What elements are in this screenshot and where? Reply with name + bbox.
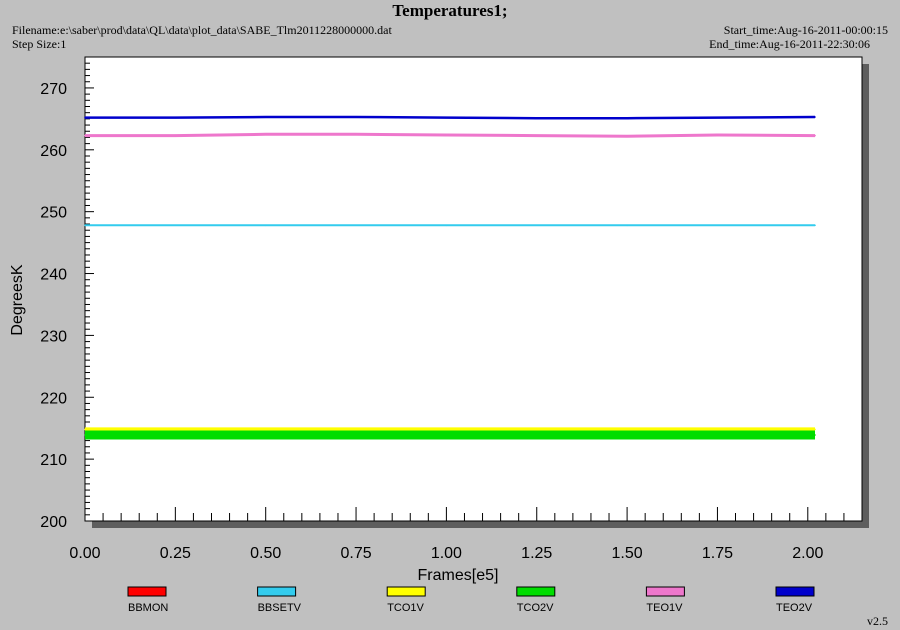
series-tco2v-point	[84, 434, 86, 436]
series-teo1v-point	[814, 134, 816, 137]
end-time-label: End_time:Aug-16-2011-22:30:06	[709, 37, 870, 51]
series-tco2v-point	[264, 434, 267, 436]
series-bbsetv-point	[814, 224, 816, 227]
y-axis-title: DegreesK	[9, 264, 26, 335]
x-tick-label: 1.25	[521, 545, 552, 562]
filename-label: Filename:e:\saber\prod\data\QL\data\plot…	[12, 23, 392, 37]
step-size-label: Step Size:1	[12, 37, 67, 51]
legend-label-tco1v: TCO1V	[387, 602, 424, 614]
series-teo2v-point	[84, 116, 86, 119]
series-tco2v-point	[626, 434, 628, 436]
series-teo2v-point	[535, 117, 538, 120]
x-tick-label: 0.00	[69, 545, 100, 562]
series-bbsetv-point	[264, 224, 267, 227]
series-teo2v-point	[445, 116, 448, 119]
legend-swatch-tco1v	[386, 586, 426, 597]
series-bbsetv-point	[84, 224, 86, 227]
series-teo1v-point	[174, 134, 177, 137]
x-tick-label: 0.25	[160, 545, 191, 562]
series-teo2v-line	[85, 115, 816, 120]
y-tick-label: 200	[40, 514, 67, 531]
series-tco1v-point	[445, 428, 448, 431]
chart-title: Temperatures1;	[392, 1, 508, 20]
legend-swatch-teo1v	[645, 586, 685, 597]
y-tick-label: 240	[40, 267, 67, 284]
y-tick-label: 210	[40, 452, 67, 469]
y-tick-label: 230	[40, 328, 67, 345]
plot-area	[84, 56, 863, 522]
x-tick-label: 0.75	[340, 545, 371, 562]
series-teo2v-point	[174, 116, 177, 119]
series-tco1v-point	[626, 428, 628, 431]
series-teo2v-point	[716, 116, 719, 119]
legend-swatch-teo2v	[775, 586, 815, 597]
x-tick-label: 2.00	[792, 545, 823, 562]
legend-label-teo1v: TEO1V	[646, 602, 683, 614]
x-tick-label: 1.50	[612, 545, 643, 562]
legend-label-tco2v: TCO2V	[517, 602, 554, 614]
series-layer	[84, 115, 816, 440]
x-tick-label: 1.75	[702, 545, 733, 562]
series-tco1v-point	[814, 428, 816, 431]
x-axis-title: Frames[e5]	[418, 567, 499, 584]
y-tick-label: 260	[40, 143, 67, 160]
series-teo1v-point	[626, 135, 628, 137]
x-axis: 0.00 0.25 0.50 0.75 1.00 1.25 1.50 1.75 2.00	[69, 507, 863, 562]
series-tco2v-point	[814, 434, 816, 436]
x-tick-label: 1.00	[431, 545, 462, 562]
legend-swatch-bbsetv	[257, 586, 297, 597]
y-tick-label: 220	[40, 390, 67, 407]
series-teo1v-point	[355, 133, 357, 136]
series-teo1v-line	[85, 132, 816, 138]
y-tick-label: 250	[40, 205, 67, 222]
series-tco1v-point	[84, 428, 86, 431]
series-bbsetv-point	[445, 224, 448, 227]
legend-swatch-tco2v	[516, 586, 556, 597]
series-bbsetv-point	[626, 224, 628, 227]
series-teo1v-point	[264, 133, 267, 136]
series-teo1v-point	[716, 134, 719, 136]
series-teo2v-point	[264, 116, 267, 118]
series-tco1v-point	[264, 428, 267, 431]
y-axis: 200 210 220 230 240 250 260 270	[40, 56, 94, 531]
legend-label-bbsetv: BBSETV	[258, 602, 302, 614]
legend-label-teo2v: TEO2V	[776, 602, 813, 614]
series-tco2v-point	[445, 434, 448, 436]
series-teo1v-point	[535, 134, 538, 137]
series-teo2v-point	[355, 116, 357, 118]
series-teo1v-point	[445, 134, 448, 136]
series-teo1v-point	[84, 134, 86, 137]
legend-swatch-bbmon	[127, 586, 167, 597]
start-time-label: Start_time:Aug-16-2011-00:00:15	[723, 23, 888, 37]
version-label: v2.5	[867, 614, 888, 628]
y-tick-label: 270	[40, 81, 67, 98]
series-teo2v-point	[814, 116, 816, 118]
x-tick-label: 0.50	[250, 545, 281, 562]
legend: BBMON BBSETV TCO1V TCO2V TEO1V TEO2V	[127, 586, 815, 614]
series-teo2v-point	[626, 117, 628, 120]
legend-label-bbmon: BBMON	[128, 602, 168, 614]
